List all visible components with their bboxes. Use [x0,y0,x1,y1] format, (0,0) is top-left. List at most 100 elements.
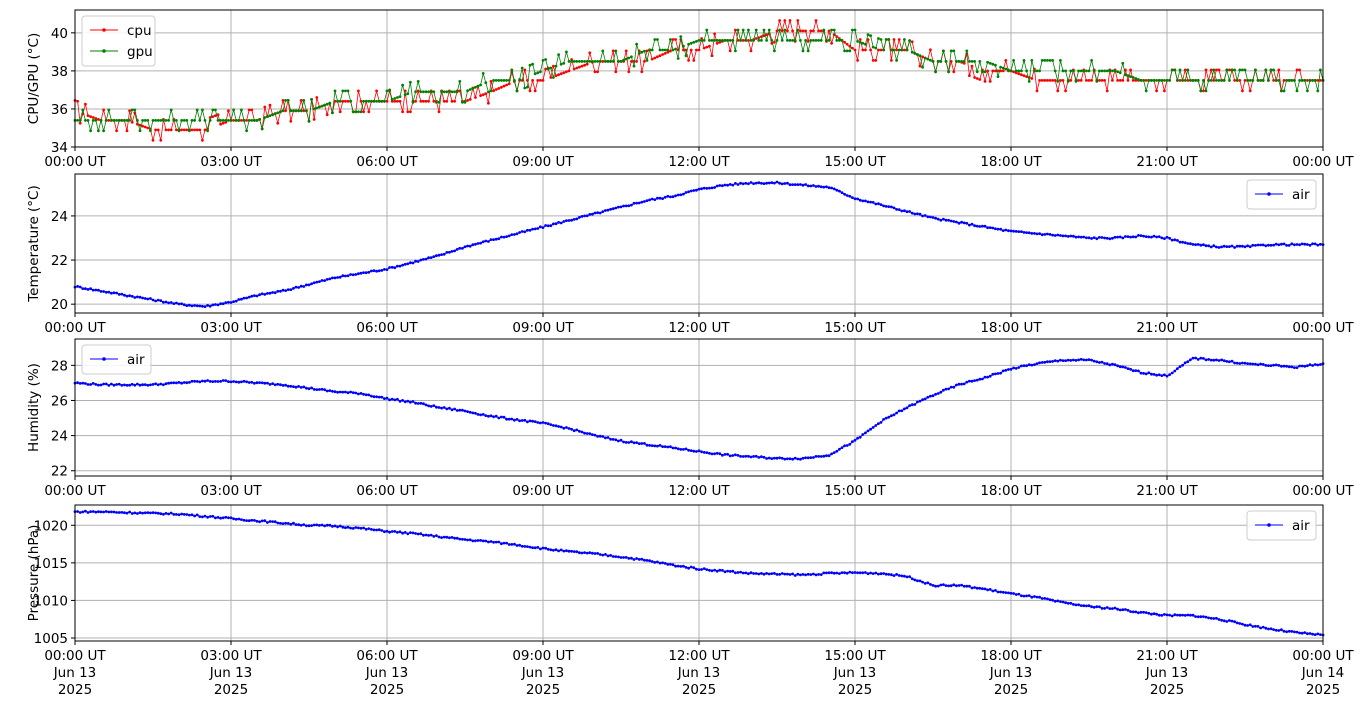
data-point [783,182,787,185]
data-point [424,99,428,103]
data-point [89,383,92,386]
data-point [819,455,823,458]
data-point [260,127,264,131]
data-point [1209,79,1213,82]
data-point [240,297,243,301]
data-point [487,240,490,243]
data-point [195,108,199,112]
data-point [663,562,667,565]
data-point [1285,79,1288,82]
data-point [760,181,763,185]
data-point [791,572,794,576]
data-point [973,60,976,63]
data-point [983,80,987,83]
data-point [1027,363,1031,367]
data-point [1316,79,1320,82]
data-point [203,379,207,383]
data-point [1053,69,1057,73]
data-point [445,251,449,254]
data-point [388,88,391,92]
data-point [232,108,236,112]
data-point [1035,69,1039,73]
data-point [892,574,896,577]
data-point [1259,626,1262,630]
data-point [315,523,319,527]
data-point [1241,361,1244,365]
data-point [650,48,654,52]
data-point [1105,362,1109,366]
data-point [1066,358,1070,362]
data-point [497,416,501,420]
data-point [788,39,792,42]
data-point [692,189,696,192]
data-point [765,33,768,37]
data-point [1072,234,1075,238]
data-point [903,209,906,213]
data-point [242,518,246,522]
data-point [250,518,254,522]
data-point [913,212,917,216]
data-point [947,70,950,74]
data-point [305,109,308,113]
data-point [578,551,581,555]
data-point [1238,68,1242,72]
data-point [773,572,776,575]
x-tick-label: 00:00 UT [1292,483,1354,499]
data-point [435,254,438,258]
data-point [541,546,545,550]
data-point [549,423,553,426]
data-point [396,397,399,401]
data-point [325,102,329,106]
data-point [866,200,870,204]
data-point [474,85,477,89]
data-point [1105,606,1109,609]
data-point [783,457,787,461]
data-point [788,457,792,461]
data-point [648,444,651,447]
data-point [832,571,836,575]
data-point [1004,228,1008,232]
data-point [892,413,896,417]
data-point [414,90,417,94]
data-point [104,382,108,386]
data-point [671,38,675,41]
data-point [572,429,576,433]
data-point [266,381,269,385]
data-point [247,119,251,122]
data-point [299,523,303,527]
data-point [1009,229,1013,233]
data-point [929,215,932,219]
data-point [120,383,124,387]
data-point [575,428,579,432]
data-point [91,116,95,119]
data-point [866,572,870,576]
data-point [949,219,953,223]
data-point [981,587,984,591]
data-point [1087,79,1091,82]
data-point [765,181,768,185]
data-point [1295,366,1299,369]
data-point [676,57,680,60]
data-point [481,240,485,244]
data-point [315,96,319,99]
data-point [622,440,625,444]
data-point [819,573,823,576]
data-point [458,537,462,541]
data-point [1183,79,1187,82]
data-point [292,385,295,388]
data-point [227,300,230,304]
data-point [1298,631,1301,635]
data-point [702,567,706,570]
data-point [453,249,456,253]
data-point [1295,243,1299,246]
data-point [141,119,145,122]
data-point [494,414,498,418]
data-point [302,285,306,288]
data-point [1074,235,1078,239]
data-point [1259,79,1262,82]
data-point [949,60,953,63]
data-point [97,510,100,514]
data-point [817,184,820,188]
data-point [1230,619,1234,623]
data-point [726,452,729,456]
